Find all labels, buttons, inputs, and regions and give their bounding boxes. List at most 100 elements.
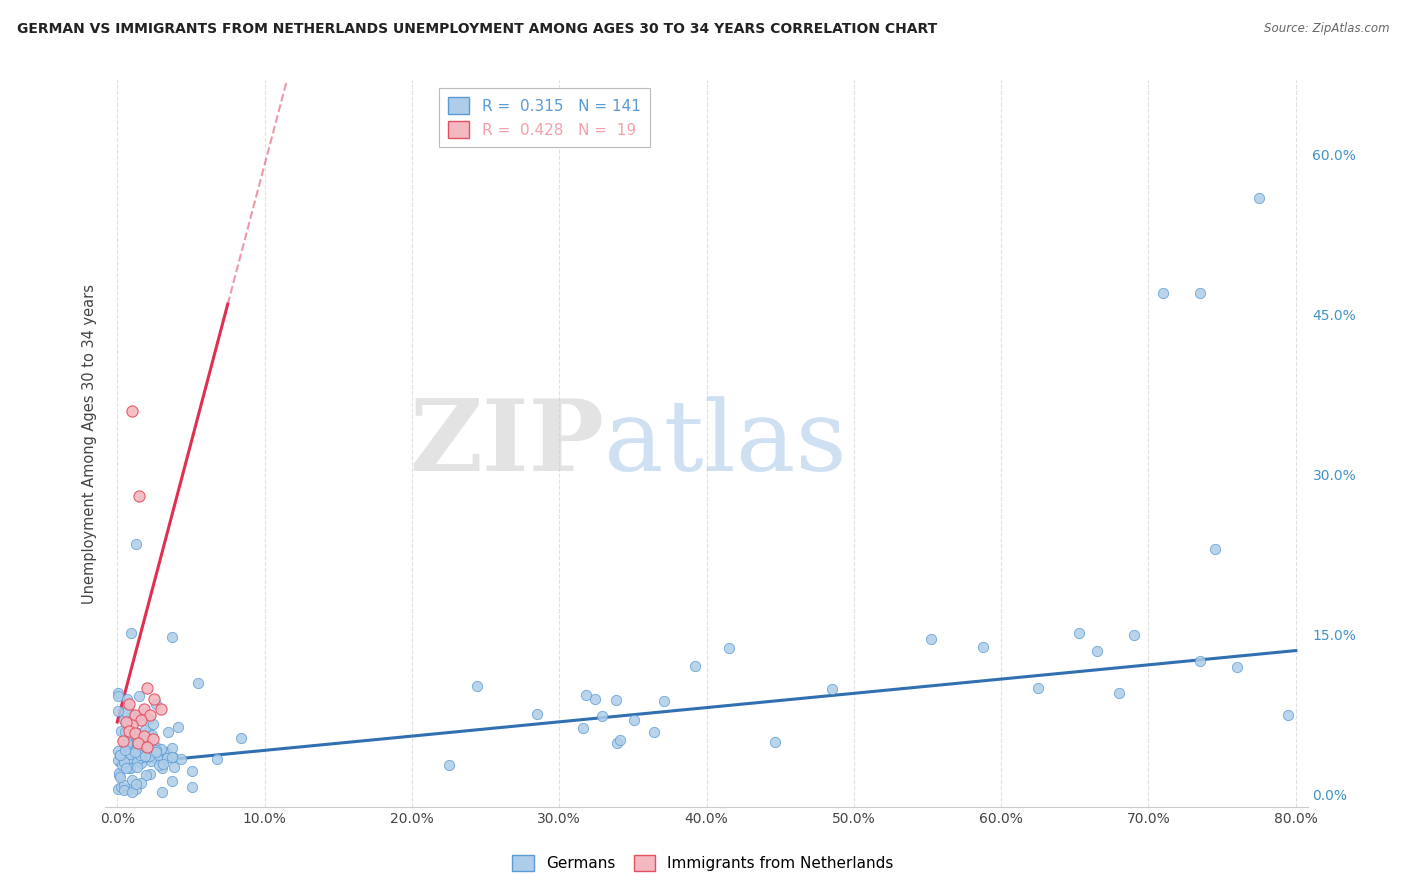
Point bbox=[152, 748, 174, 763]
Point bbox=[127, 729, 149, 743]
Point bbox=[572, 721, 595, 735]
Point bbox=[115, 738, 138, 752]
Point bbox=[129, 747, 152, 762]
Point bbox=[136, 725, 159, 739]
Point bbox=[117, 701, 139, 715]
Point bbox=[121, 785, 143, 799]
Point bbox=[139, 750, 162, 764]
Point bbox=[135, 681, 157, 695]
Point bbox=[129, 756, 152, 771]
Point bbox=[763, 735, 786, 749]
Point bbox=[575, 688, 598, 702]
Point bbox=[146, 752, 169, 766]
Point bbox=[1085, 643, 1108, 657]
Point bbox=[132, 729, 155, 743]
Point bbox=[107, 704, 129, 718]
Point bbox=[150, 702, 173, 716]
Point bbox=[160, 631, 183, 645]
Point bbox=[437, 757, 460, 772]
Point bbox=[127, 709, 149, 723]
Legend: R =  0.315   N = 141, R =  0.428   N =  19: R = 0.315 N = 141, R = 0.428 N = 19 bbox=[439, 88, 650, 147]
Point bbox=[142, 732, 165, 747]
Point bbox=[108, 770, 131, 784]
Point bbox=[120, 748, 142, 763]
Point bbox=[120, 626, 142, 640]
Point bbox=[138, 767, 160, 781]
Point bbox=[1026, 681, 1049, 695]
Point bbox=[160, 741, 183, 756]
Point bbox=[114, 743, 136, 757]
Point bbox=[124, 707, 146, 722]
Point bbox=[134, 739, 156, 753]
Point bbox=[128, 489, 150, 503]
Point bbox=[145, 743, 167, 757]
Point bbox=[972, 640, 994, 654]
Point bbox=[138, 707, 160, 722]
Point bbox=[125, 760, 148, 774]
Point bbox=[110, 724, 132, 739]
Text: ZIP: ZIP bbox=[409, 395, 605, 492]
Point bbox=[121, 403, 143, 417]
Point bbox=[114, 756, 136, 770]
Point bbox=[134, 748, 156, 763]
Point bbox=[1189, 286, 1212, 301]
Point bbox=[145, 698, 167, 712]
Point bbox=[117, 753, 139, 767]
Point bbox=[131, 741, 153, 756]
Point bbox=[118, 747, 141, 761]
Point bbox=[122, 754, 145, 768]
Point bbox=[205, 752, 228, 766]
Point bbox=[107, 744, 129, 758]
Point bbox=[107, 753, 129, 767]
Point bbox=[121, 773, 143, 788]
Point bbox=[141, 728, 163, 742]
Point bbox=[652, 694, 675, 708]
Point bbox=[718, 640, 741, 655]
Point bbox=[643, 725, 665, 739]
Point bbox=[138, 733, 160, 747]
Point bbox=[605, 693, 627, 707]
Point bbox=[114, 734, 136, 748]
Text: Source: ZipAtlas.com: Source: ZipAtlas.com bbox=[1264, 22, 1389, 36]
Point bbox=[115, 736, 138, 750]
Point bbox=[1122, 627, 1144, 641]
Point bbox=[150, 761, 173, 775]
Point bbox=[124, 745, 146, 759]
Point bbox=[609, 732, 631, 747]
Point bbox=[1247, 190, 1270, 204]
Point bbox=[152, 757, 174, 772]
Point bbox=[145, 739, 167, 754]
Point bbox=[135, 768, 157, 782]
Point bbox=[187, 676, 209, 690]
Point bbox=[583, 692, 606, 706]
Point bbox=[108, 768, 131, 782]
Point bbox=[117, 716, 139, 731]
Point bbox=[108, 747, 131, 762]
Point bbox=[112, 778, 135, 792]
Point bbox=[1226, 659, 1249, 673]
Point bbox=[129, 776, 152, 790]
Point bbox=[125, 777, 148, 791]
Legend: Germans, Immigrants from Netherlands: Germans, Immigrants from Netherlands bbox=[506, 849, 900, 877]
Point bbox=[591, 708, 613, 723]
Point bbox=[162, 750, 184, 764]
Point bbox=[1152, 286, 1174, 301]
Point bbox=[155, 745, 177, 759]
Y-axis label: Unemployment Among Ages 30 to 34 years: Unemployment Among Ages 30 to 34 years bbox=[82, 284, 97, 604]
Point bbox=[229, 731, 252, 746]
Point bbox=[920, 632, 942, 646]
Point bbox=[163, 760, 186, 774]
Point bbox=[526, 706, 548, 721]
Point bbox=[115, 691, 138, 706]
Point bbox=[127, 731, 149, 746]
Point bbox=[118, 742, 141, 756]
Point bbox=[138, 712, 160, 726]
Point bbox=[112, 713, 135, 727]
Text: atlas: atlas bbox=[605, 396, 846, 491]
Point bbox=[118, 697, 141, 711]
Point bbox=[128, 690, 150, 704]
Point bbox=[160, 774, 183, 789]
Point bbox=[1108, 686, 1130, 700]
Point bbox=[180, 780, 202, 794]
Point bbox=[110, 780, 132, 794]
